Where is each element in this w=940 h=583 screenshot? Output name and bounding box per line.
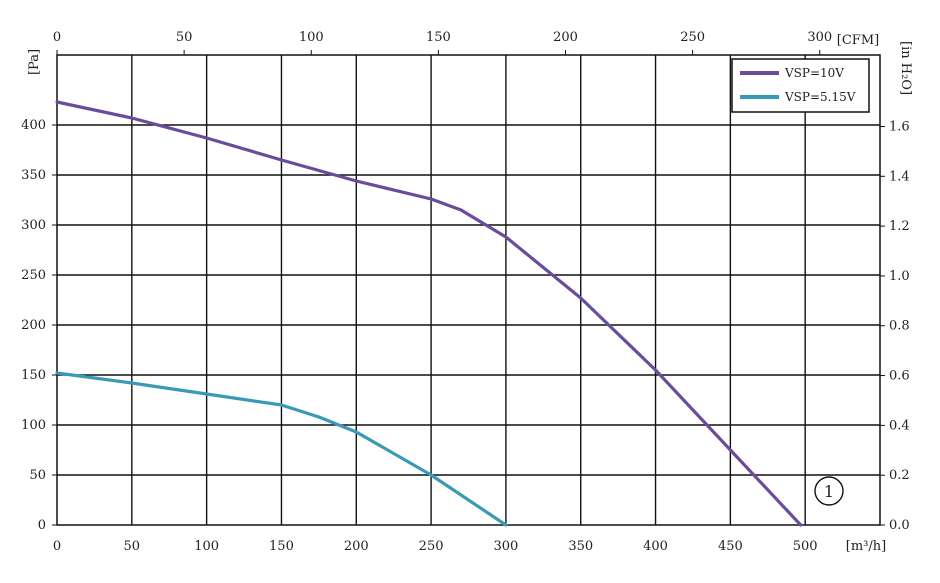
grid	[52, 50, 885, 526]
y-left-tick-label: 100	[21, 418, 46, 433]
legend-box	[731, 58, 870, 113]
x-top-tick-label: 0	[53, 30, 61, 45]
legend-label-series-2: VSP=5.15V	[784, 90, 856, 104]
x-top-tick-label: 50	[176, 30, 193, 45]
y-left-tick-label: 150	[21, 368, 46, 383]
annotation-circle	[814, 476, 844, 506]
y-right-tick-label: 1.4	[889, 169, 910, 184]
y-right-axis-label: [in H₂O]	[898, 41, 913, 95]
x-top-tick-label: 300	[807, 30, 832, 45]
series-line-2	[55, 371, 508, 527]
y-left-tick-label: 50	[29, 468, 46, 483]
x-bottom-tick-label: 100	[194, 539, 219, 554]
x-top-tick-label: 150	[426, 30, 451, 45]
x-top-axis-label: [CFM]	[837, 33, 879, 48]
x-bottom-tick-label: 400	[643, 539, 668, 554]
y-right-tick-label: 0.6	[889, 369, 910, 384]
y-right-tick-label: 0.8	[889, 319, 910, 334]
y-left-tick-label: 200	[21, 318, 46, 333]
x-top-tick-label: 100	[299, 30, 324, 45]
x-bottom-tick-label: 200	[344, 539, 369, 554]
y-left-tick-label: 300	[21, 218, 46, 233]
x-bottom-tick-label: 150	[269, 539, 294, 554]
x-bottom-tick-label: 0	[53, 539, 61, 554]
x-bottom-tick-label: 50	[124, 539, 141, 554]
x-bottom-axis-label: [m³/h]	[846, 539, 886, 554]
legend: VSP=10V VSP=5.15V	[731, 58, 870, 113]
annotation-number: 1	[824, 482, 834, 501]
annotation-marker: 1	[814, 476, 844, 506]
x-top-tick-label: 200	[553, 30, 578, 45]
y-right-tick-label: 1.2	[889, 219, 910, 234]
y-right-tick-label: 0.2	[889, 468, 910, 483]
x-bottom-tick-label: 250	[419, 539, 444, 554]
y-right-tick-label: 0.0	[889, 518, 910, 533]
x-top-tick-label: 250	[680, 30, 705, 45]
y-right-tick-label: 0.4	[889, 418, 910, 433]
y-left-tick-label: 350	[21, 168, 46, 183]
y-left-axis-label: [Pa]	[27, 49, 42, 75]
curves	[55, 100, 803, 527]
x-bottom-tick-label: 450	[718, 539, 743, 554]
x-bottom-tick-label: 350	[568, 539, 593, 554]
x-bottom-tick-label: 500	[793, 539, 818, 554]
y-right-tick-label: 1.6	[889, 119, 910, 134]
x-bottom-tick-label: 300	[493, 539, 518, 554]
y-right-tick-label: 1.0	[889, 269, 910, 284]
series-line-1	[55, 100, 803, 527]
legend-label-series-1: VSP=10V	[784, 66, 844, 80]
y-left-tick-label: 0	[38, 518, 46, 533]
plot-frame	[56, 54, 881, 526]
y-left-tick-label: 400	[21, 118, 46, 133]
y-left-tick-label: 250	[21, 268, 46, 283]
